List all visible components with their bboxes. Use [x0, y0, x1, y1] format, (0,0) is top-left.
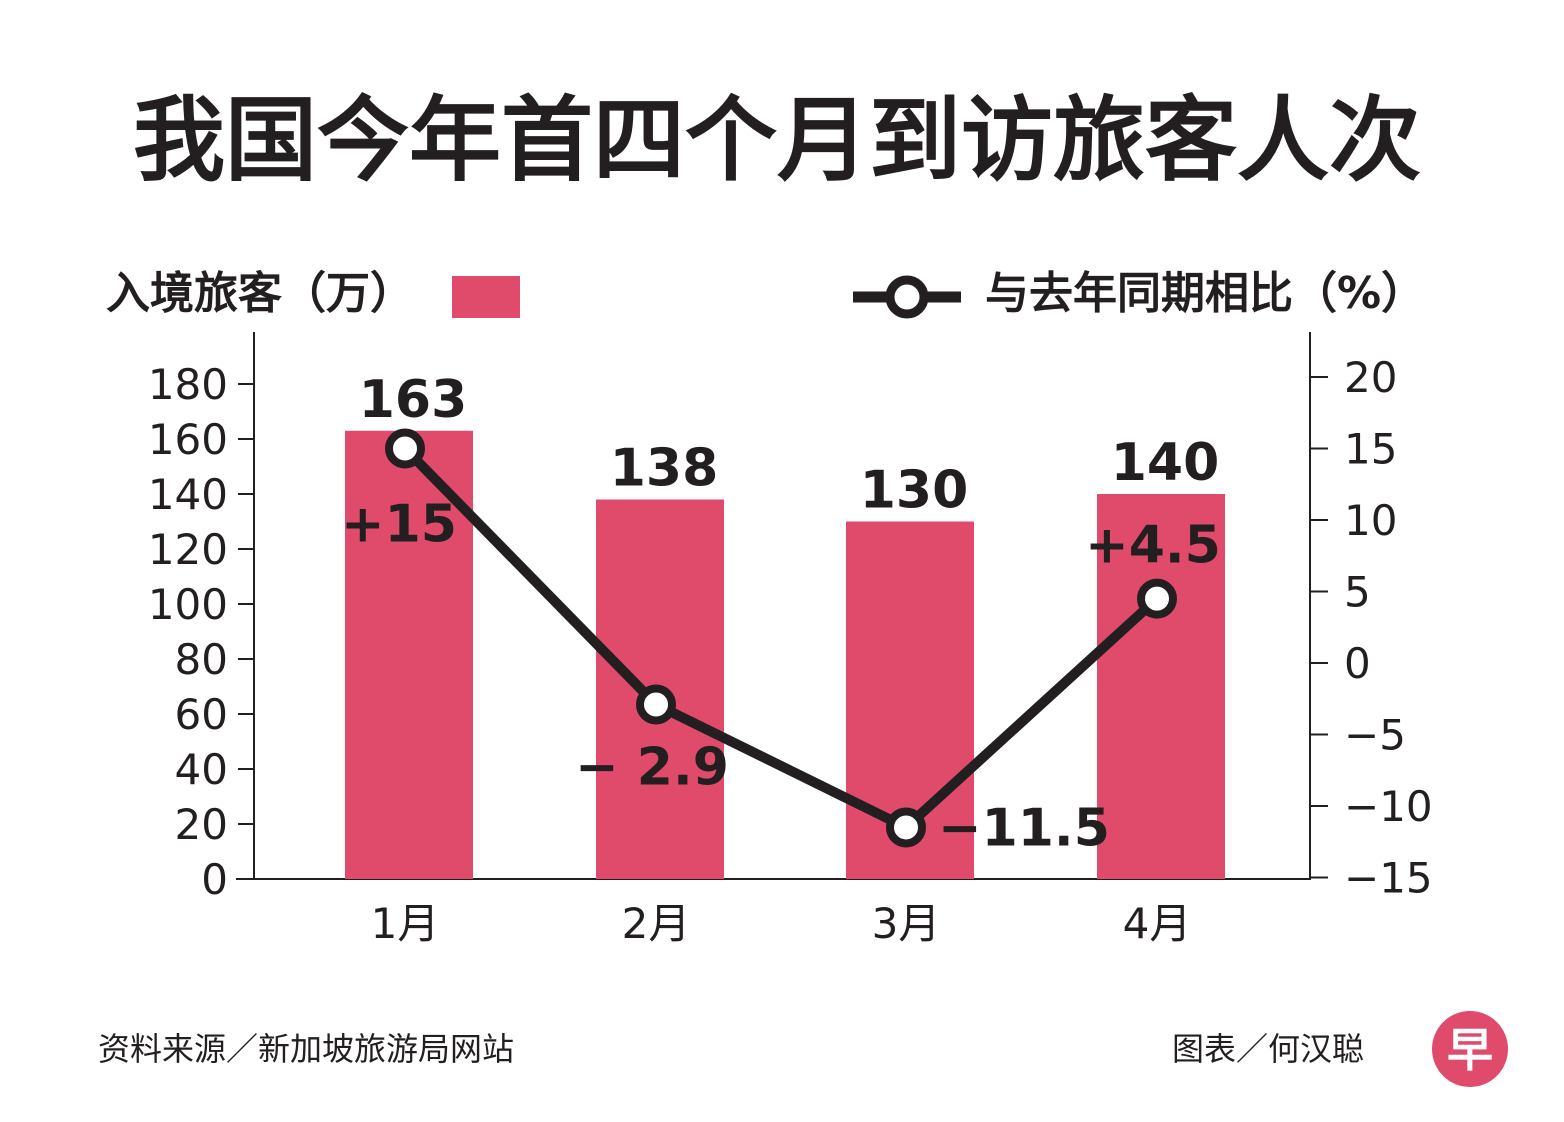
logo-glyph: 早 — [1447, 1023, 1493, 1077]
x-tick-label: 4月 — [1123, 899, 1192, 948]
bar-value-label: 138 — [610, 439, 719, 499]
legend-bar-swatch — [452, 276, 520, 318]
legend-bar-label: 入境旅客（万） — [106, 268, 414, 319]
chart-title: 我国今年首四个月到访旅客人次 — [133, 87, 1421, 194]
bar — [1097, 494, 1225, 879]
left-tick-label: 60 — [175, 690, 228, 739]
left-tick-label: 140 — [148, 470, 228, 519]
bar-value-label: 140 — [1111, 433, 1220, 493]
left-tick-label: 0 — [201, 855, 228, 904]
right-tick-label: −5 — [1344, 711, 1406, 760]
left-tick-label: 100 — [148, 580, 228, 629]
right-axis-ticks: −15 −10 −5 0 5 10 15 20 — [1310, 353, 1433, 903]
legend-line-marker — [853, 275, 961, 319]
left-tick-label: 20 — [175, 800, 228, 849]
x-tick-label: 2月 — [622, 899, 691, 948]
line-path — [401, 444, 1161, 833]
left-axis-ticks: 0 20 40 60 80 100 120 140 160 180 — [148, 360, 254, 904]
line-value-label: +4.5 — [1085, 516, 1221, 576]
right-tick-label: −15 — [1344, 854, 1433, 903]
line-point — [1137, 578, 1177, 619]
bars — [345, 430, 1225, 879]
x-axis-labels: 1月 2月 3月 4月 — [371, 899, 1192, 948]
left-tick-label: 160 — [148, 415, 228, 464]
left-tick-label: 120 — [148, 525, 228, 574]
source-note: 资料来源／新加坡旅游局网站 — [98, 1030, 514, 1068]
legend-line-label: 与去年同期相比（%） — [985, 268, 1425, 319]
line-value-label: − 2.9 — [575, 737, 729, 797]
line-point — [636, 684, 676, 725]
zaobao-logo: 早 — [1432, 1011, 1508, 1087]
right-tick-label: 0 — [1344, 639, 1371, 688]
bar-value-label: 130 — [860, 461, 969, 521]
left-tick-label: 80 — [175, 635, 228, 684]
bar-value-labels: 163 138 130 140 — [359, 370, 1220, 521]
right-tick-label: 15 — [1344, 425, 1397, 474]
line-value-label: +15 — [341, 495, 457, 555]
right-tick-label: −10 — [1344, 782, 1433, 831]
bar-value-label: 163 — [359, 370, 468, 430]
left-tick-label: 180 — [148, 360, 228, 409]
line-point — [886, 807, 926, 848]
left-tick-label: 40 — [175, 745, 228, 794]
right-tick-label: 20 — [1344, 353, 1397, 402]
x-tick-label: 1月 — [371, 899, 440, 948]
line-point — [385, 428, 425, 469]
line-series: +15 − 2.9 −11.5 +4.5 — [341, 428, 1221, 858]
right-tick-label: 5 — [1344, 568, 1371, 617]
line-value-label: −11.5 — [938, 798, 1110, 858]
bar — [345, 430, 473, 879]
x-tick-label: 3月 — [872, 899, 941, 948]
credit-note: 图表／何汉聪 — [1172, 1030, 1364, 1068]
right-tick-label: 10 — [1344, 496, 1397, 545]
